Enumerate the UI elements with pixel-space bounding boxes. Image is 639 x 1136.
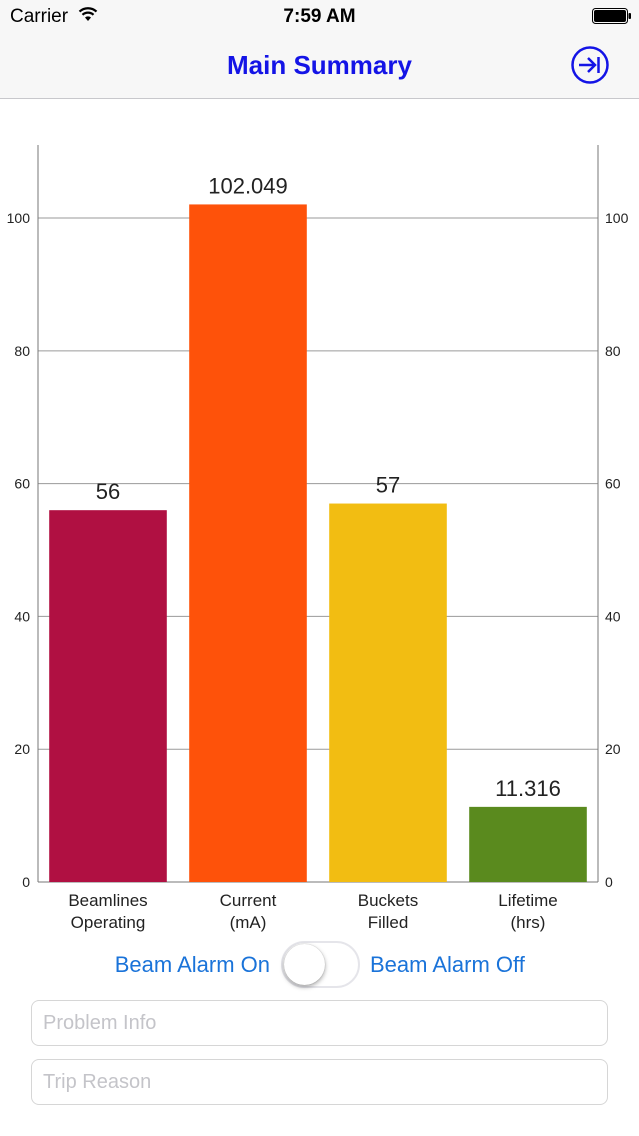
trip-reason-field[interactable] — [31, 1059, 608, 1105]
clock: 7:59 AM — [283, 6, 356, 27]
category-label: Operating — [71, 913, 146, 932]
navigation-bar: Main Summary — [0, 34, 639, 99]
y-tick-label-right: 0 — [605, 874, 613, 890]
wifi-icon — [78, 7, 98, 21]
problem-info-field[interactable] — [31, 1000, 608, 1046]
y-tick-label-right: 40 — [605, 608, 621, 624]
bar-value-label: 11.316 — [495, 776, 561, 801]
beam-alarm-off-label[interactable]: Beam Alarm Off — [370, 952, 525, 977]
y-tick-label-left: 40 — [14, 608, 30, 624]
y-tick-label-right: 80 — [605, 343, 621, 359]
bar-value-label: 102.049 — [208, 173, 288, 198]
chart-canvas: 0 0 20 20 40 40 60 60 80 80 100 100 56 Beamlines Opera… — [7, 145, 629, 932]
carrier-label: Carrier — [10, 6, 69, 27]
beam-alarm-toggle[interactable] — [281, 941, 360, 988]
y-tick-label-right: 60 — [605, 476, 621, 492]
y-tick-label-left: 80 — [14, 343, 30, 359]
summary-bar-chart: 0 0 20 20 40 40 60 60 80 80 100 100 56 Beamlines Opera… — [0, 100, 639, 940]
bar — [49, 510, 167, 882]
y-tick-label-left: 20 — [14, 741, 30, 757]
beam-alarm-row: Beam Alarm On Beam Alarm Off — [0, 940, 639, 990]
toggle-knob[interactable] — [284, 944, 325, 985]
category-label: Buckets — [358, 891, 418, 910]
y-tick-label-right: 100 — [605, 210, 629, 226]
y-tick-label-left: 100 — [7, 210, 31, 226]
page-title: Main Summary — [227, 50, 412, 80]
bar — [469, 806, 587, 882]
status-bar: Carrier 7:59 AM — [0, 0, 639, 34]
category-label: Filled — [368, 913, 409, 932]
exit-arrow-circle-icon[interactable] — [570, 45, 610, 85]
beam-alarm-on-label[interactable]: Beam Alarm On — [114, 952, 270, 977]
category-label: (hrs) — [511, 913, 546, 932]
category-label: Current — [220, 891, 277, 910]
y-tick-label-left: 60 — [14, 476, 30, 492]
y-tick-label-right: 20 — [605, 741, 621, 757]
bar-value-label: 57 — [376, 473, 400, 498]
category-label: (mA) — [230, 913, 267, 932]
category-label: Beamlines — [68, 891, 147, 910]
battery-full-icon — [592, 8, 631, 24]
y-tick-label-left: 0 — [22, 874, 30, 890]
bar — [189, 204, 307, 883]
bar — [329, 503, 447, 882]
bar-value-label: 56 — [96, 479, 120, 504]
category-label: Lifetime — [498, 891, 558, 910]
